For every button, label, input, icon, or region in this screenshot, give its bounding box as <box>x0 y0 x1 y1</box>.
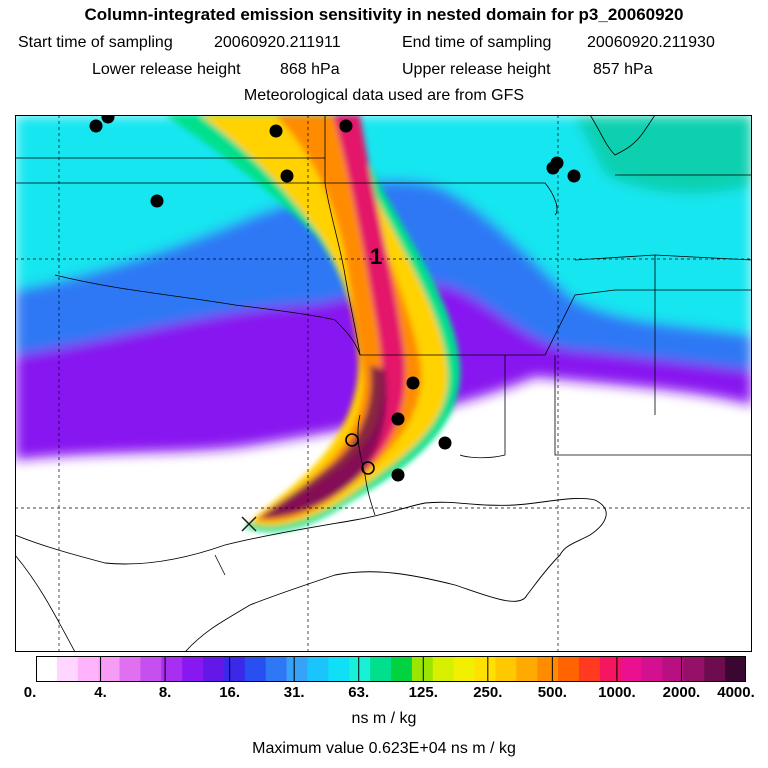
site-marker <box>406 376 420 390</box>
met-data-line: Meteorological data used are from GFS <box>243 87 525 104</box>
colorbar-cell <box>56 656 79 682</box>
colorbar-cell <box>537 656 559 682</box>
colorbar-cell <box>578 656 601 682</box>
colorbar-cell <box>286 656 309 682</box>
end-time-value: 20060920.211930 <box>587 34 715 51</box>
plot-title: Column-integrated emission sensitivity i… <box>84 5 684 24</box>
colorbar-cell <box>620 656 643 682</box>
colorbar-cell <box>495 656 517 682</box>
colorbar-cell <box>391 656 413 682</box>
site-marker <box>438 436 452 450</box>
maximum-value-text: Maximum value 0.623E+04 ns m / kg <box>252 740 516 757</box>
colorbar-cell <box>453 656 476 682</box>
colorbar-tick-label: 250. <box>473 684 503 701</box>
site-marker <box>391 468 405 482</box>
start-time-value: 20060920.211911 <box>214 34 341 51</box>
upper-release-label: Upper release height <box>402 61 551 78</box>
colorbar-tick-label: 0. <box>23 684 37 701</box>
start-time-label: Start time of sampling <box>18 34 173 51</box>
colorbar-cell <box>474 656 497 682</box>
site-marker <box>550 156 564 170</box>
colorbar-cell <box>98 656 121 682</box>
colorbar-cell <box>683 656 705 682</box>
site-marker <box>339 119 353 133</box>
colorbar-tick-label: 16. <box>219 684 241 701</box>
colorbar-cell <box>36 656 58 682</box>
colorbar-tick-label: 2000. <box>662 684 701 701</box>
lower-release-label: Lower release height <box>92 61 241 78</box>
colorbar-cell <box>307 656 329 682</box>
colorbar-tick-label: 63. <box>348 684 370 701</box>
plume-dark-core <box>260 365 387 519</box>
site-marker <box>567 169 581 183</box>
colorbar-tick-label: 1000. <box>598 684 636 701</box>
colorbar-units: ns m / kg <box>351 710 417 727</box>
site-marker <box>89 119 103 133</box>
lat-lon-grid <box>15 115 752 652</box>
colorbar-cell <box>558 656 580 682</box>
colorbar-tick-label: 8. <box>158 684 172 701</box>
colorbar-cell <box>244 656 267 682</box>
colorbar-cell <box>77 656 100 682</box>
background-teal-patch <box>575 115 752 194</box>
colorbar-tick-label: 500. <box>537 684 567 701</box>
coastline <box>15 497 607 652</box>
colorbar-tick-label: 125. <box>408 684 438 701</box>
upper-release-value: 857 hPa <box>593 61 653 78</box>
hollow-site-marker <box>361 461 375 475</box>
colorbar-cell <box>411 656 434 682</box>
colorbar-cell <box>370 656 392 682</box>
emission-sensitivity-map: 1 <box>15 115 752 652</box>
plume-red-core <box>270 115 406 514</box>
colorbar-tick-label: 4. <box>94 684 107 701</box>
colorbar-cell <box>432 656 455 682</box>
colorbar <box>36 656 746 682</box>
lower-release-value: 868 hPa <box>280 61 340 78</box>
site-marker <box>391 412 405 426</box>
colorbar-cell <box>182 656 204 682</box>
colorbar-cell <box>140 656 162 682</box>
background-cyan-band <box>15 115 752 335</box>
colorbar-tick-label: 31. <box>283 684 305 701</box>
site-marker <box>269 124 283 138</box>
colorbar-cell <box>599 656 622 682</box>
colorbar-cell <box>203 656 225 682</box>
site-marker <box>280 169 294 183</box>
map-frame <box>15 115 752 652</box>
state-boundaries <box>15 115 752 576</box>
end-time-label: End time of sampling <box>402 34 552 51</box>
colorbar-cell <box>641 656 664 682</box>
site-marker <box>150 194 164 208</box>
hollow-site-markers <box>345 433 375 475</box>
site-marker <box>101 115 115 124</box>
colorbar-cell <box>516 656 538 682</box>
release-marker-label: 1 <box>370 244 382 269</box>
hollow-site-marker <box>345 433 359 447</box>
site-markers <box>89 115 581 482</box>
colorbar-cell <box>119 656 142 682</box>
colorbar-cell <box>265 656 288 682</box>
colorbar-cell <box>223 656 246 682</box>
sampling-location-cross-icon <box>241 516 257 532</box>
colorbar-cell <box>161 656 183 682</box>
colorbar-cell <box>704 656 726 682</box>
colorbar-cell <box>662 656 684 682</box>
colorbar-cell <box>349 656 371 682</box>
colorbar-cell <box>725 656 746 682</box>
colorbar-cell <box>328 656 350 682</box>
colorbar-tick-label: 4000. <box>717 684 755 701</box>
